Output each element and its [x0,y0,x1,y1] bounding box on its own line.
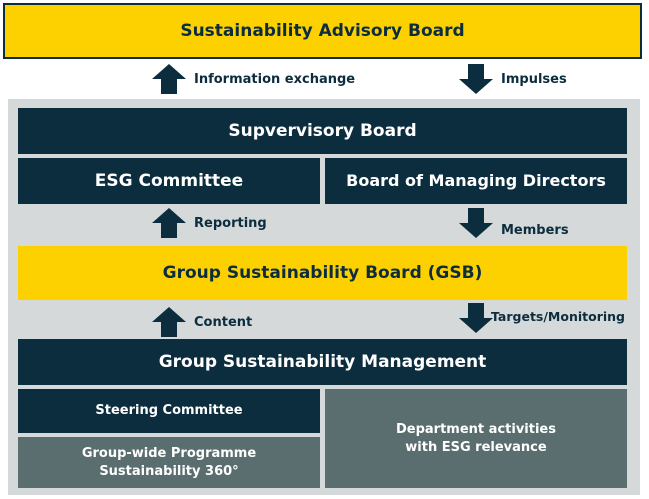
content-label: Content [194,314,253,330]
members-arrow: Members [459,208,569,238]
supervisory-board-label: Supvervisory Board [228,120,417,141]
reporting-arrow: Reporting [152,208,267,238]
advisory-board-box: Sustainability Advisory Board [3,3,642,59]
department-line-2: with ESG relevance [405,439,547,455]
information-exchange-label: Information exchange [194,71,356,87]
content-arrow: Content [152,307,252,337]
programme-line-1: Group-wide Programme [81,445,257,461]
arrow-down-icon [459,208,493,238]
arrow-down-icon [459,64,493,94]
gsb-label: Group Sustainability Board (GSB) [162,262,483,283]
esg-committee-label: ESG Committee [94,170,244,191]
programme-box: Group-wide Programme Sustainability 360° [18,437,320,488]
supervisory-board-box: Supvervisory Board [18,108,627,154]
targets-monitoring-arrow: Targets/Monitoring [459,303,625,333]
department-line-1: Department activities [396,421,556,437]
information-exchange-arrow: Information exchange [152,64,355,94]
steering-committee-label: Steering Committee [95,403,243,419]
arrow-up-icon [152,307,186,337]
managing-directors-label: Board of Managing Directors [346,171,606,191]
impulses-label: Impulses [501,71,567,87]
managing-directors-box: Board of Managing Directors [325,158,627,204]
steering-committee-box: Steering Committee [18,389,320,433]
advisory-board-label: Sustainability Advisory Board [180,20,465,41]
esg-committee-box: ESG Committee [18,158,320,204]
programme-line-2: Sustainability 360° [99,463,239,479]
reporting-label: Reporting [194,215,267,231]
gsb-box: Group Sustainability Board (GSB) [18,246,627,300]
targets-monitoring-label: Targets/Monitoring [491,309,625,324]
members-label: Members [501,222,569,238]
department-box: Department activities with ESG relevance [325,389,627,488]
impulses-arrow: Impulses [459,64,567,94]
management-box: Group Sustainability Management [18,339,627,385]
arrow-up-icon [152,208,186,238]
arrow-down-icon [459,303,493,333]
arrow-up-icon [152,64,186,94]
management-label: Group Sustainability Management [158,351,487,372]
